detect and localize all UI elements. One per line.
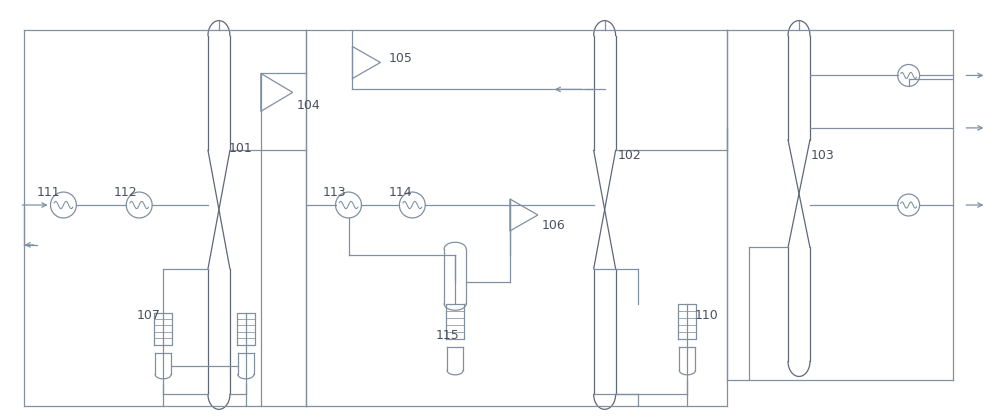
Text: 105: 105 xyxy=(388,53,412,65)
Text: 103: 103 xyxy=(811,149,835,162)
Text: 102: 102 xyxy=(618,149,641,162)
Text: 104: 104 xyxy=(297,99,320,112)
Text: 112: 112 xyxy=(113,186,137,199)
Text: 113: 113 xyxy=(323,186,346,199)
Text: 101: 101 xyxy=(229,142,253,155)
Text: 114: 114 xyxy=(388,186,412,199)
Text: 107: 107 xyxy=(136,309,160,322)
Text: 115: 115 xyxy=(435,329,459,342)
Text: 106: 106 xyxy=(542,219,566,232)
Text: 111: 111 xyxy=(37,186,60,199)
Text: 110: 110 xyxy=(694,309,718,322)
